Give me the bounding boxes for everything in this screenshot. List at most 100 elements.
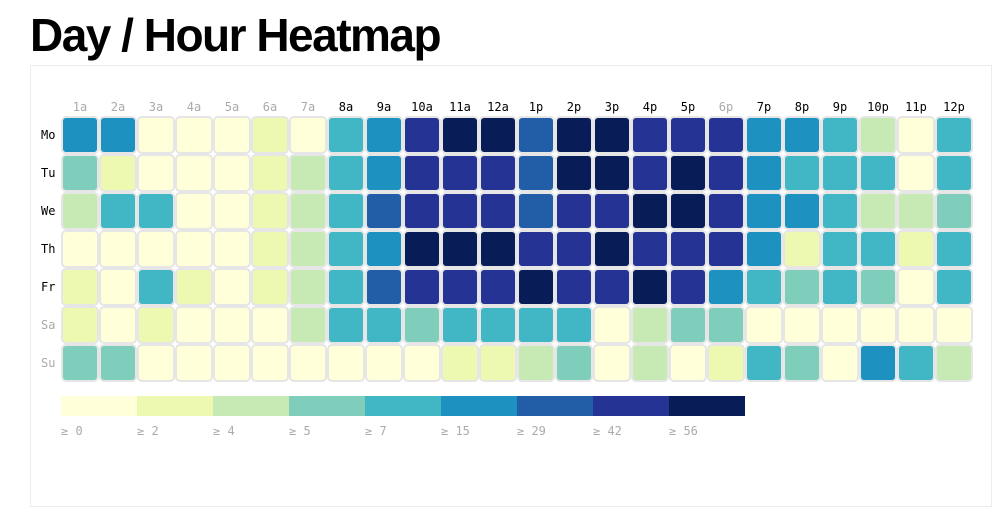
heatmap-cell [631,306,669,344]
heatmap-cell [935,116,973,154]
heatmap-cell [403,306,441,344]
heatmap-cell [251,192,289,230]
day-label: Sa [41,318,55,332]
heatmap-cell [707,306,745,344]
heatmap-cell [99,344,137,382]
heatmap-cell [175,154,213,192]
heatmap-cell [897,344,935,382]
hour-label: 1a [73,100,87,114]
day-label: Tu [41,166,55,180]
hour-label: 6p [719,100,733,114]
heatmap-cell [137,268,175,306]
heatmap-cell [479,306,517,344]
hour-label: 9a [377,100,391,114]
heatmap-cell [707,268,745,306]
heatmap-cell [821,344,859,382]
heatmap-cell [669,192,707,230]
heatmap-cell [251,116,289,154]
hour-label: 4p [643,100,657,114]
hour-label: 2p [567,100,581,114]
heatmap-cell [213,154,251,192]
legend-swatch [213,396,289,416]
hour-label: 8p [795,100,809,114]
legend-label: ≥ 29 [517,424,546,438]
heatmap-cell [479,268,517,306]
day-label: We [41,204,55,218]
heatmap-cell [441,154,479,192]
heatmap-chart: 1a 2a 3a 4a 5a 6a 7a 8a 9a 10a 11a 12a 1p 2p 3p 4p 5p 6p 7… [41,100,973,438]
heatmap-cell [213,306,251,344]
heatmap-cell [593,116,631,154]
legend-label: ≥ 56 [669,424,698,438]
heatmap-cell [669,344,707,382]
heatmap-cell [175,192,213,230]
heatmap-cell [137,116,175,154]
page-title: Day / Hour Heatmap [30,9,442,61]
heatmap-cell [707,116,745,154]
heatmap-cell [137,192,175,230]
hour-label: 8a [339,100,353,114]
hour-label: 7p [757,100,771,114]
heatmap-cell [593,154,631,192]
heatmap-cell [897,154,935,192]
heatmap-cell [99,192,137,230]
heatmap-cell [669,306,707,344]
heatmap-cell [479,344,517,382]
heatmap-cell [99,154,137,192]
hour-label: 12p [943,100,965,114]
heatmap-cell [555,116,593,154]
heatmap-cell [897,306,935,344]
legend-label: ≥ 15 [441,424,470,438]
heatmap-cell [213,344,251,382]
heatmap-panel: 1a 2a 3a 4a 5a 6a 7a 8a 9a 10a 11a 12a 1p 2p 3p 4p 5p 6p 7… [30,65,992,507]
heatmap-cell [935,154,973,192]
heatmap-cell [555,192,593,230]
hour-label: 12a [487,100,509,114]
heatmap-cell [251,268,289,306]
heatmap-cell [935,268,973,306]
legend-label: ≥ 5 [289,424,311,438]
heatmap-cell [137,154,175,192]
heatmap-cell [441,116,479,154]
heatmap-cell [707,154,745,192]
heatmap-cell [821,116,859,154]
heatmap-cell [821,230,859,268]
heatmap-cell [365,116,403,154]
heatmap-cell [631,268,669,306]
heatmap-cell [897,192,935,230]
heatmap-cell [441,306,479,344]
legend-swatch [137,396,213,416]
legend-swatch [593,396,669,416]
heatmap-cell [517,154,555,192]
heatmap-cell [251,230,289,268]
heatmap-cell [783,154,821,192]
heatmap-cell [327,192,365,230]
legend-label: ≥ 0 [61,424,83,438]
heatmap-cell [555,344,593,382]
heatmap-cell [745,268,783,306]
heatmap-cell [365,344,403,382]
heatmap-cell [631,230,669,268]
heatmap-cell [935,306,973,344]
heatmap-cell [251,306,289,344]
legend-swatch [289,396,365,416]
heatmap-cell [289,306,327,344]
heatmap-cell [669,116,707,154]
heatmap-cell [289,230,327,268]
heatmap-cell [631,154,669,192]
day-label: Fr [41,280,55,294]
heatmap-cell [555,268,593,306]
heatmap-cell [745,192,783,230]
hour-label: 3a [149,100,163,114]
hour-label: 11p [905,100,927,114]
hour-label: 11a [449,100,471,114]
heatmap-cell [593,306,631,344]
heatmap-cell [99,268,137,306]
heatmap-cell [555,230,593,268]
heatmap-cell [707,192,745,230]
heatmap-cell [631,116,669,154]
heatmap-cell [517,268,555,306]
heatmap-cell [783,344,821,382]
heatmap-cell [479,154,517,192]
heatmap-cell [441,344,479,382]
